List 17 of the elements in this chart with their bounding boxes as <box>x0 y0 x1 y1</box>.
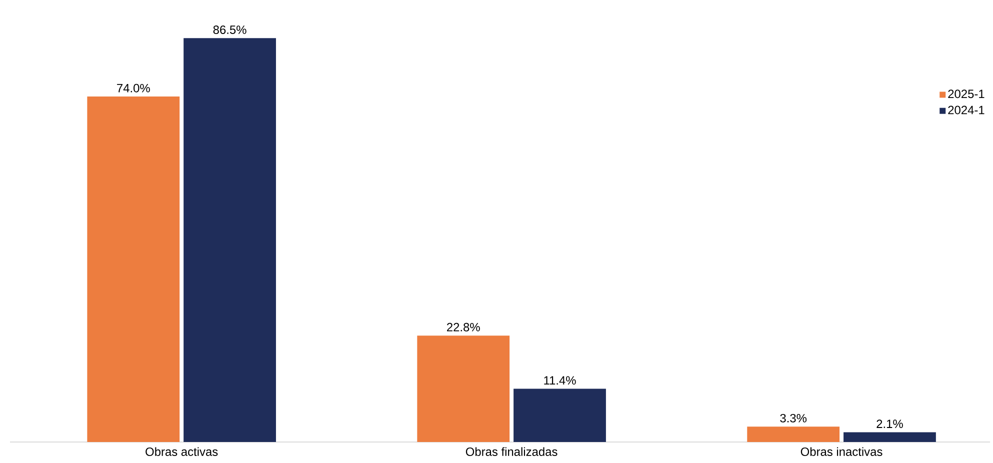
x-tick-label: Obras finalizadas <box>466 447 558 456</box>
data-label: 86.5% <box>213 26 246 34</box>
legend-label: 2025-1 <box>948 90 984 98</box>
data-label: 11.4% <box>544 376 576 385</box>
bar <box>514 388 606 442</box>
legend-label: 2024-1 <box>948 106 984 114</box>
bar <box>844 432 936 442</box>
bar <box>87 96 180 442</box>
data-label: 3.3% <box>780 414 807 422</box>
x-tick-label: Obras activas <box>146 447 218 456</box>
data-label: 2.1% <box>876 420 903 428</box>
bar <box>184 38 276 442</box>
bar <box>417 336 510 442</box>
data-label: 22.8% <box>447 322 480 332</box>
data-label: 74.0% <box>117 84 150 92</box>
bar <box>747 426 840 442</box>
x-tick-label: Obras inactivas <box>800 447 882 456</box>
